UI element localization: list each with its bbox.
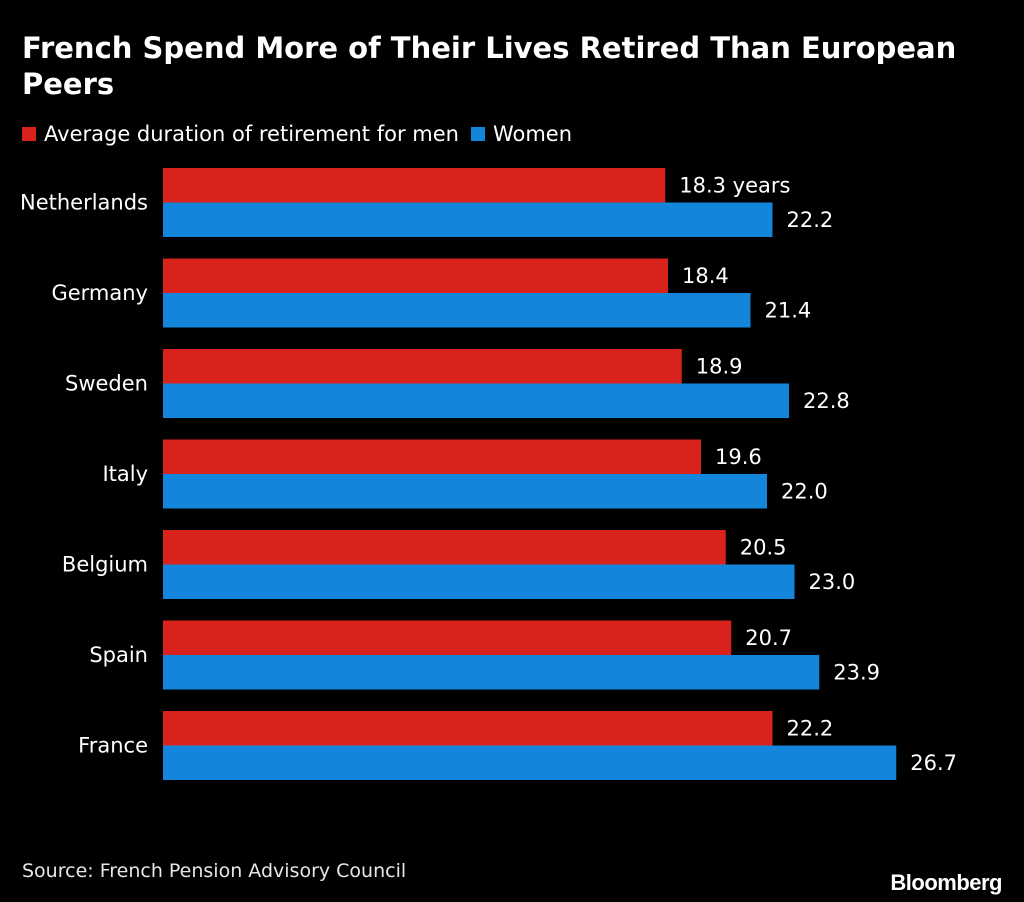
bar-men-italy	[162, 439, 701, 474]
data-label-women-germany: 21.4	[765, 298, 812, 322]
legend-swatch-men	[22, 127, 36, 141]
data-label-men-netherlands: 18.3 years	[679, 173, 790, 197]
data-label-women-france: 26.7	[910, 751, 957, 775]
data-label-men-spain: 20.7	[745, 626, 792, 650]
legend-item-women: Women	[470, 122, 573, 146]
category-label-sweden: Sweden	[65, 372, 148, 396]
bar-women-france	[162, 745, 897, 780]
category-label-belgium: Belgium	[62, 553, 148, 577]
data-label-men-belgium: 20.5	[740, 535, 787, 559]
data-label-men-italy: 19.6	[715, 445, 762, 469]
category-label-spain: Spain	[89, 643, 148, 667]
category-label-germany: Germany	[51, 281, 148, 305]
bloomberg-logo: Bloomberg	[890, 870, 1002, 895]
category-label-italy: Italy	[102, 462, 148, 486]
bar-women-germany	[162, 293, 751, 328]
bar-women-sweden	[162, 383, 789, 418]
legend-item-men: Average duration of retirement for men	[22, 122, 459, 146]
data-label-men-germany: 18.4	[682, 264, 729, 288]
data-label-women-italy: 22.0	[781, 479, 828, 503]
data-label-men-france: 22.2	[787, 716, 834, 740]
bar-women-spain	[162, 655, 820, 690]
data-label-women-belgium: 23.0	[809, 570, 856, 594]
data-label-men-sweden: 18.9	[696, 354, 743, 378]
bar-men-belgium	[162, 530, 726, 565]
legend: Average duration of retirement for men W…	[22, 121, 584, 147]
bar-men-germany	[162, 258, 668, 293]
bar-men-sweden	[162, 349, 682, 384]
bar-men-france	[162, 711, 773, 746]
data-label-women-netherlands: 22.2	[787, 208, 834, 232]
bar-women-netherlands	[162, 202, 773, 237]
category-label-netherlands: Netherlands	[20, 191, 148, 215]
legend-swatch-women	[470, 127, 485, 141]
bar-women-belgium	[162, 564, 795, 599]
bar-women-italy	[162, 474, 767, 509]
chart-title: French Spend More of Their Lives Retired…	[22, 31, 957, 101]
source-note: Source: French Pension Advisory Council	[22, 860, 407, 882]
bar-men-spain	[162, 620, 732, 655]
bar-chart: Netherlands 18.3 years 22.2 Germany 18.4 21.4…	[20, 168, 957, 780]
data-label-women-sweden: 22.8	[803, 389, 850, 413]
legend-label-women: Women	[492, 122, 573, 146]
legend-label-men: Average duration of retirement for men	[44, 122, 459, 146]
category-label-france: France	[78, 734, 148, 758]
data-label-women-spain: 23.9	[833, 660, 880, 684]
bar-men-netherlands	[162, 168, 666, 203]
